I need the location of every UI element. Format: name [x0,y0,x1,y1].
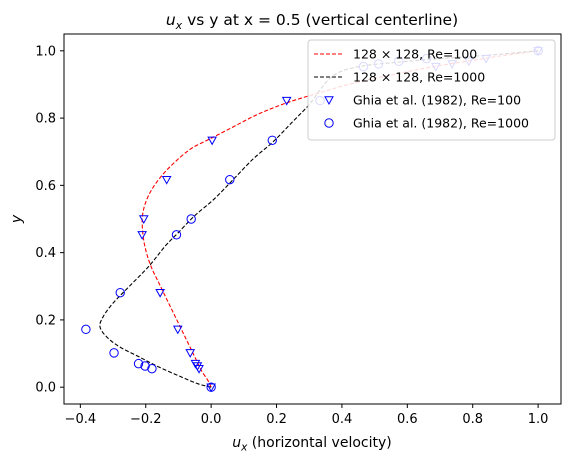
circle-marker-point [133,358,144,369]
legend-triangle-swatch [324,96,334,106]
x-tick-label: −0.2 [130,412,162,427]
x-tick-label: 1.0 [528,412,549,427]
triangle-marker-point [138,215,149,225]
circle-marker-point [140,361,150,371]
circle-marker-point [206,382,216,392]
legend-label: Ghia et al. (1982), Re=100 [353,93,521,108]
legend-label: Ghia et al. (1982), Re=1000 [353,116,529,131]
circle-marker-point [267,135,277,145]
x-tick-label: 0.6 [397,412,418,427]
legend-item: 128 × 128, Re=1000 [314,70,485,85]
y-tick-label: 0.2 [35,313,56,328]
circle-marker-point [171,230,182,240]
triangle-marker-point [185,349,196,358]
x-tick-label: 0.4 [332,412,353,427]
legend-box [307,39,556,141]
y-axis-ticks: 0.0 0.2 0.4 0.6 0.8 1.0 [35,44,64,396]
y-tick-label: 0.4 [35,246,56,261]
x-tick-label: 0.0 [201,412,222,427]
y-axis-label: y [9,214,25,224]
triangle-marker-point [281,96,292,106]
circle-marker-point [81,324,91,335]
series-lines [99,50,539,388]
triangle-marker-point [155,288,165,298]
series-line-1 [99,50,539,388]
plot-frame [63,33,562,405]
y-tick-label: 0.8 [35,112,56,127]
chart-title: ux vs y at x = 0.5 (vertical centerline) [166,11,458,32]
x-tick-label: 0.8 [462,412,483,427]
triangle-marker-point [192,362,203,372]
circle-marker-point [109,348,119,358]
legend-label: 128 × 128, Re=100 [353,47,477,62]
series-line-0 [141,50,539,388]
triangle-marker-point [207,136,217,146]
triangle-marker-point [161,175,172,185]
x-tick-label: −0.4 [65,412,97,427]
legend-item: Ghia et al. (1982), Re=1000 [324,116,529,131]
legend-item: 128 × 128, Re=100 [314,47,477,62]
circle-marker-point [147,363,157,374]
y-tick-label: 1.0 [35,44,56,59]
circle-marker-point [225,174,235,185]
circle-marker-point [186,214,196,224]
x-axis-ticks: −0.4 −0.2 0.0 0.2 0.4 0.6 0.8 1.0 [65,404,549,427]
legend: 128 × 128, Re=100 128 × 128, Re=1000 Ghia … [307,39,556,141]
triangle-marker-point [137,231,147,240]
x-tick-label: 0.2 [266,412,287,427]
x-axis-label: ux (horizontal velocity) [232,435,391,454]
legend-item: Ghia et al. (1982), Re=100 [324,93,521,108]
triangle-marker-point [206,383,216,393]
y-tick-label: 0.0 [35,381,56,396]
triangle-marker-point [172,325,183,335]
triangle-marker-point [190,359,201,369]
y-tick-label: 0.6 [35,179,56,194]
legend-circle-swatch [324,118,334,128]
circle-marker-point [115,287,125,298]
legend-label: 128 × 128, Re=1000 [353,70,485,85]
